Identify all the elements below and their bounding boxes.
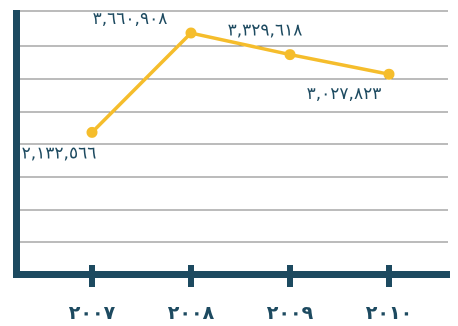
- x-tick-labels: ٢٠٠٧ ٢٠٠٨ ٢٠٠٩ ٢٠١٠: [69, 302, 412, 324]
- x-tick-label: ٢٠٠٩: [267, 302, 314, 324]
- gridlines: [20, 10, 448, 243]
- axes: [13, 10, 450, 278]
- series-group: [86, 27, 395, 138]
- data-point: [86, 126, 98, 138]
- data-label: ٢,١٣٢,٥٦٦: [22, 143, 97, 163]
- data-point: [383, 68, 395, 80]
- x-ticks: [89, 265, 392, 287]
- x-axis: [13, 271, 450, 278]
- x-tick-label: ٢٠٠٧: [69, 302, 116, 324]
- x-tick-label: ٢٠٠٨: [168, 302, 215, 324]
- x-tick: [188, 265, 194, 287]
- data-label: ٣,٣٢٩,٦١٨: [228, 21, 303, 41]
- x-tick: [287, 265, 293, 287]
- x-tick: [386, 265, 392, 287]
- x-tick: [89, 265, 95, 287]
- data-labels: ٢,١٣٢,٥٦٦ ٣,٦٦٠,٩٠٨ ٣,٣٢٩,٦١٨ ٣,٠٢٧,٨٢٣: [22, 9, 382, 163]
- data-label: ٣,٦٦٠,٩٠٨: [93, 9, 168, 29]
- data-label: ٣,٠٢٧,٨٢٣: [307, 84, 382, 104]
- series-line: [90, 31, 390, 134]
- data-point: [284, 49, 296, 61]
- x-tick-label: ٢٠١٠: [366, 302, 412, 324]
- y-axis: [13, 10, 20, 278]
- data-point: [185, 27, 197, 39]
